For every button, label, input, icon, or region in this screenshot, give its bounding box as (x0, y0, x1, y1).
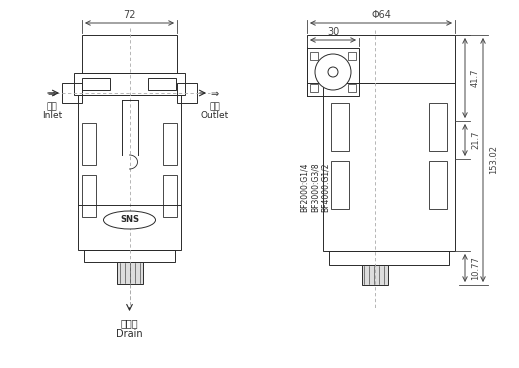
Text: 10.77: 10.77 (471, 256, 480, 280)
Text: Outlet: Outlet (201, 111, 229, 120)
Bar (82, 78, 110, 90)
Bar (177, 83, 197, 103)
Text: Φ64: Φ64 (371, 10, 391, 20)
Bar (74, 73, 185, 95)
Bar (82, 35, 177, 73)
Text: 出口: 出口 (210, 102, 221, 111)
Bar (310, 52, 318, 60)
Text: SNS: SNS (120, 216, 139, 224)
Text: $\Rightarrow$: $\Rightarrow$ (209, 89, 221, 99)
Text: $\Rightarrow$: $\Rightarrow$ (46, 89, 58, 99)
Text: Drain: Drain (116, 329, 143, 339)
Bar (163, 123, 177, 165)
Bar (148, 78, 176, 90)
Bar (82, 123, 96, 165)
Bar (82, 175, 96, 217)
Text: 41.7: 41.7 (471, 69, 480, 87)
Text: 153.02: 153.02 (489, 145, 498, 174)
Text: 排水口: 排水口 (121, 318, 138, 328)
Ellipse shape (103, 211, 156, 229)
Text: BF2000:G1/4
BF3000:G3/8
BF4000:G1/2: BF2000:G1/4 BF3000:G3/8 BF4000:G1/2 (300, 162, 330, 212)
Text: 21.7: 21.7 (471, 131, 480, 149)
Bar (307, 48, 359, 96)
Bar (348, 84, 356, 92)
Bar (362, 265, 388, 285)
Text: 72: 72 (123, 10, 136, 20)
Text: 30: 30 (327, 27, 339, 37)
Circle shape (315, 54, 351, 90)
Bar (331, 103, 349, 151)
Circle shape (328, 67, 338, 77)
Bar (429, 103, 447, 151)
Bar (84, 250, 175, 262)
Bar (62, 83, 82, 103)
Bar (78, 95, 181, 250)
Bar (329, 251, 449, 265)
Text: 入口: 入口 (47, 102, 58, 111)
Bar (163, 175, 177, 217)
Bar (331, 161, 349, 209)
Bar (323, 83, 455, 251)
Bar (307, 35, 455, 83)
Bar (116, 262, 143, 284)
Bar (310, 84, 318, 92)
Bar (348, 52, 356, 60)
Bar (429, 161, 447, 209)
Text: Inlet: Inlet (42, 111, 62, 120)
